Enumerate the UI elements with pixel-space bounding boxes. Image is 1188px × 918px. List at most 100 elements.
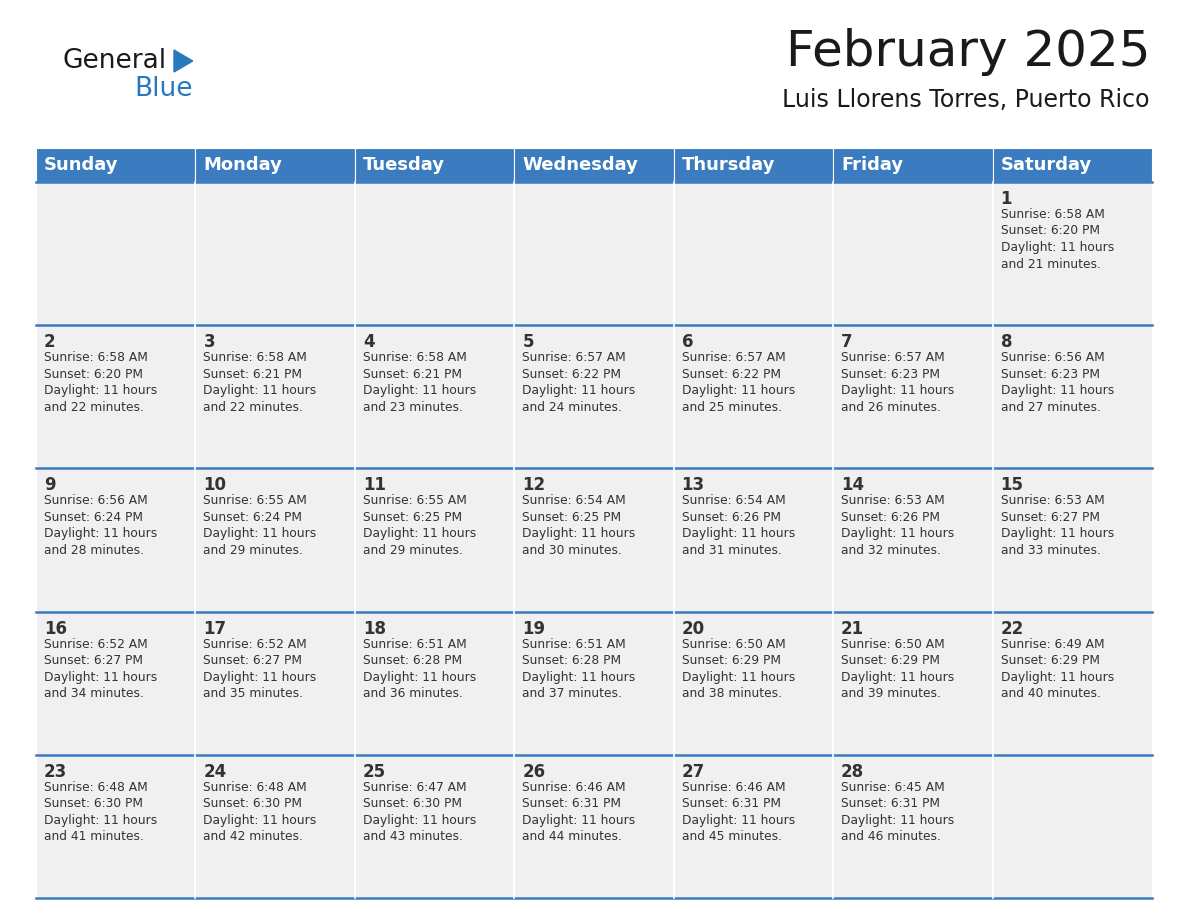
Text: Friday: Friday (841, 156, 903, 174)
Bar (992, 325, 1152, 468)
Text: 2: 2 (44, 333, 56, 352)
Bar (992, 148, 1152, 182)
Text: Sunrise: 6:52 AM: Sunrise: 6:52 AM (203, 638, 308, 651)
Text: and 29 minutes.: and 29 minutes. (362, 543, 462, 557)
Text: Daylight: 11 hours: Daylight: 11 hours (841, 385, 954, 397)
Text: and 30 minutes.: and 30 minutes. (523, 543, 623, 557)
Text: and 41 minutes.: and 41 minutes. (44, 830, 144, 844)
Text: Daylight: 11 hours: Daylight: 11 hours (1000, 528, 1114, 541)
Text: Sunrise: 6:54 AM: Sunrise: 6:54 AM (523, 495, 626, 508)
Text: February 2025: February 2025 (785, 28, 1150, 76)
Text: Daylight: 11 hours: Daylight: 11 hours (44, 528, 157, 541)
Text: Sunrise: 6:48 AM: Sunrise: 6:48 AM (44, 781, 147, 794)
Bar (833, 182, 992, 325)
Text: Daylight: 11 hours: Daylight: 11 hours (44, 671, 157, 684)
Bar (196, 325, 355, 468)
Text: and 29 minutes.: and 29 minutes. (203, 543, 303, 557)
Text: Sunset: 6:27 PM: Sunset: 6:27 PM (203, 655, 303, 667)
Text: and 27 minutes.: and 27 minutes. (1000, 400, 1100, 414)
Text: Sunset: 6:29 PM: Sunset: 6:29 PM (1000, 655, 1100, 667)
Text: 28: 28 (841, 763, 864, 781)
Text: Daylight: 11 hours: Daylight: 11 hours (523, 385, 636, 397)
Text: and 40 minutes.: and 40 minutes. (1000, 687, 1100, 700)
Text: Sunrise: 6:58 AM: Sunrise: 6:58 AM (1000, 208, 1105, 221)
Bar (36, 325, 196, 468)
Text: Sunset: 6:28 PM: Sunset: 6:28 PM (523, 655, 621, 667)
Text: Sunset: 6:23 PM: Sunset: 6:23 PM (841, 368, 940, 381)
Text: Daylight: 11 hours: Daylight: 11 hours (203, 385, 317, 397)
Text: 3: 3 (203, 333, 215, 352)
Text: Sunset: 6:21 PM: Sunset: 6:21 PM (203, 368, 303, 381)
Text: Sunrise: 6:58 AM: Sunrise: 6:58 AM (203, 352, 308, 364)
Bar (36, 182, 196, 325)
Text: Sunrise: 6:46 AM: Sunrise: 6:46 AM (682, 781, 785, 794)
Text: Wednesday: Wednesday (523, 156, 638, 174)
Bar (674, 182, 833, 325)
Text: Daylight: 11 hours: Daylight: 11 hours (44, 813, 157, 827)
Text: Daylight: 11 hours: Daylight: 11 hours (682, 813, 795, 827)
Bar (514, 755, 674, 898)
Text: Sunrise: 6:51 AM: Sunrise: 6:51 AM (362, 638, 467, 651)
Text: 26: 26 (523, 763, 545, 781)
Text: 13: 13 (682, 476, 704, 495)
Text: and 46 minutes.: and 46 minutes. (841, 830, 941, 844)
Bar (833, 325, 992, 468)
Text: General: General (62, 48, 166, 74)
Text: Thursday: Thursday (682, 156, 775, 174)
Text: and 33 minutes.: and 33 minutes. (1000, 543, 1100, 557)
Text: Sunrise: 6:56 AM: Sunrise: 6:56 AM (1000, 352, 1105, 364)
Text: 27: 27 (682, 763, 704, 781)
Text: Sunrise: 6:57 AM: Sunrise: 6:57 AM (841, 352, 944, 364)
Text: Sunset: 6:20 PM: Sunset: 6:20 PM (1000, 225, 1100, 238)
Text: Daylight: 11 hours: Daylight: 11 hours (1000, 385, 1114, 397)
Text: and 39 minutes.: and 39 minutes. (841, 687, 941, 700)
Bar (992, 182, 1152, 325)
Text: Sunrise: 6:57 AM: Sunrise: 6:57 AM (682, 352, 785, 364)
Text: Sunset: 6:29 PM: Sunset: 6:29 PM (841, 655, 940, 667)
Bar (36, 755, 196, 898)
Text: Sunrise: 6:55 AM: Sunrise: 6:55 AM (362, 495, 467, 508)
Text: Sunrise: 6:50 AM: Sunrise: 6:50 AM (682, 638, 785, 651)
Text: 21: 21 (841, 620, 864, 638)
Text: Sunset: 6:27 PM: Sunset: 6:27 PM (1000, 511, 1100, 524)
Text: and 26 minutes.: and 26 minutes. (841, 400, 941, 414)
Text: Sunrise: 6:58 AM: Sunrise: 6:58 AM (44, 352, 147, 364)
Bar (196, 148, 355, 182)
Text: Sunrise: 6:50 AM: Sunrise: 6:50 AM (841, 638, 944, 651)
Text: Sunset: 6:31 PM: Sunset: 6:31 PM (682, 798, 781, 811)
Text: Daylight: 11 hours: Daylight: 11 hours (44, 385, 157, 397)
Bar (36, 611, 196, 755)
Text: and 44 minutes.: and 44 minutes. (523, 830, 623, 844)
Text: Sunrise: 6:47 AM: Sunrise: 6:47 AM (362, 781, 467, 794)
Text: and 24 minutes.: and 24 minutes. (523, 400, 623, 414)
Text: Daylight: 11 hours: Daylight: 11 hours (203, 671, 317, 684)
Text: Sunrise: 6:49 AM: Sunrise: 6:49 AM (1000, 638, 1104, 651)
Text: and 43 minutes.: and 43 minutes. (362, 830, 462, 844)
Text: Sunset: 6:20 PM: Sunset: 6:20 PM (44, 368, 143, 381)
Text: 17: 17 (203, 620, 227, 638)
Bar (833, 468, 992, 611)
Text: Sunset: 6:29 PM: Sunset: 6:29 PM (682, 655, 781, 667)
Bar (674, 468, 833, 611)
Bar (196, 611, 355, 755)
Bar (674, 755, 833, 898)
Bar (674, 325, 833, 468)
Text: and 32 minutes.: and 32 minutes. (841, 543, 941, 557)
Text: and 42 minutes.: and 42 minutes. (203, 830, 303, 844)
Text: Daylight: 11 hours: Daylight: 11 hours (682, 671, 795, 684)
Text: and 35 minutes.: and 35 minutes. (203, 687, 303, 700)
Bar (355, 148, 514, 182)
Bar (355, 611, 514, 755)
Text: and 25 minutes.: and 25 minutes. (682, 400, 782, 414)
Bar (355, 468, 514, 611)
Text: 25: 25 (362, 763, 386, 781)
Text: and 28 minutes.: and 28 minutes. (44, 543, 144, 557)
Bar (196, 182, 355, 325)
Bar (36, 148, 196, 182)
Text: 23: 23 (44, 763, 68, 781)
Bar (992, 755, 1152, 898)
Text: 24: 24 (203, 763, 227, 781)
Text: Sunset: 6:22 PM: Sunset: 6:22 PM (682, 368, 781, 381)
Text: Sunset: 6:25 PM: Sunset: 6:25 PM (523, 511, 621, 524)
Text: 18: 18 (362, 620, 386, 638)
